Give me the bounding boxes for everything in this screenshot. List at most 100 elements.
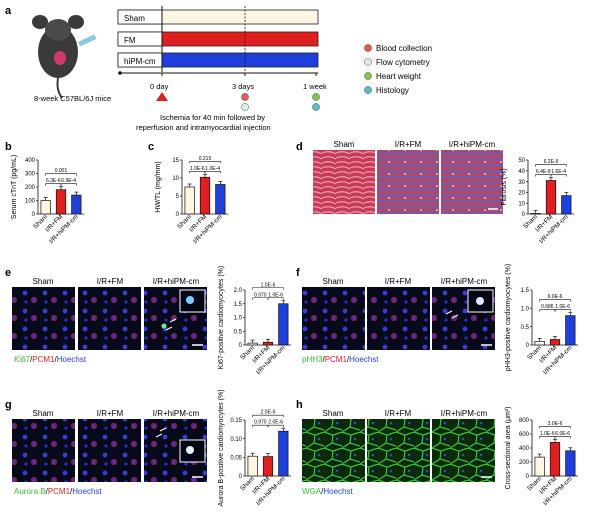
chart-g-pvalue: 0.970 xyxy=(254,420,267,426)
chart-e-sig-bracket xyxy=(252,287,284,290)
chart-c-ytick-label: 10 xyxy=(172,176,179,182)
chart-h-ytick-label: 600 xyxy=(519,432,530,438)
chart-e-pvalue: 1.0E-6 xyxy=(268,292,283,298)
timepoint-0: 0 day xyxy=(150,82,169,91)
chart-h-bar-sham xyxy=(534,456,545,477)
chart-d-ytick-label: 10 xyxy=(518,201,525,207)
timepoint-2: 1 week xyxy=(303,82,327,91)
chart-e-pvalue: 1.0E-6 xyxy=(261,282,276,288)
chart-c-ytick-label: 5 xyxy=(176,194,180,200)
chart-c-ytick-label: 15 xyxy=(172,158,179,164)
chart-h-pvalue: 1.0E-6 xyxy=(540,431,555,437)
chart-d-pvalue: 6.4E-8 xyxy=(536,169,551,175)
panel-f-micrographs xyxy=(302,287,495,350)
panel-e-micrographs xyxy=(12,287,207,350)
panel-a-letter: a xyxy=(5,5,12,17)
group-label-fm: FM xyxy=(124,36,136,45)
legend-blood-collection: Blood collection xyxy=(376,44,432,53)
chart-f-bar-irfm xyxy=(549,339,561,346)
chart-h-ytick-label: 800 xyxy=(519,418,530,424)
chart-h-pvalue: 6.0E-6 xyxy=(555,431,570,437)
chart-f-bar-sham xyxy=(534,340,545,346)
chart-d-sig-bracket xyxy=(535,164,567,167)
chart-b-ytick-label: 0 xyxy=(32,212,36,218)
chart-f-sig-bracket xyxy=(539,299,571,302)
chart-d-ytick-label: 20 xyxy=(518,191,525,197)
chart-c-pvalue: 0.215 xyxy=(199,156,212,162)
chart-c-bar-irhipm xyxy=(215,184,226,215)
chart-g-bar-sham xyxy=(247,455,258,477)
caption-line-2: reperfusion and intramyocardial injectio… xyxy=(136,123,271,132)
chart-c-pvalue: 1.0E-4 xyxy=(205,166,220,172)
panel-c-letter: c xyxy=(148,141,154,153)
chart-g-pvalue: 2.0E-6 xyxy=(268,420,283,426)
mouse-icon xyxy=(32,15,97,99)
legend-histology: Histology xyxy=(376,86,409,95)
g-col-irhipm: I/R+hiPM-cm xyxy=(153,409,200,418)
panel-f-letter: f xyxy=(296,267,300,279)
h-col-irhipm: I/R+hiPM-cm xyxy=(441,409,488,418)
chart-c-bar-irfm xyxy=(199,176,211,215)
group-label-hipm: hiPM-cm xyxy=(124,57,156,66)
chart-c-pvalue: 1.0E-6 xyxy=(190,166,205,172)
chart-d-ylabel: Fibrosis (%) xyxy=(501,168,508,205)
chart-g-pvalue: 2.0E-6 xyxy=(261,410,276,416)
chart-h-ytick-label: 200 xyxy=(519,460,530,466)
chart-h-ytick-label: 0 xyxy=(526,474,530,480)
chart-d-bar-irhipm xyxy=(561,195,572,215)
chart-e-ytick-label: 0 xyxy=(239,343,243,349)
chart-c-sig-bracket xyxy=(204,170,221,174)
chart-g-ytick-label: 0 xyxy=(239,474,243,480)
chart-c-sig-bracket xyxy=(189,160,221,164)
g-col-irfm: I/R+FM xyxy=(97,409,124,418)
chart-b-ytick-label: 200 xyxy=(25,185,36,191)
chart-d-sig-bracket xyxy=(550,174,567,177)
chart-e-ytick-label: 2.0 xyxy=(234,288,243,294)
chart-f-bar-irhipm xyxy=(565,315,576,346)
legend xyxy=(364,44,372,94)
h-col-sham: Sham xyxy=(323,409,344,418)
chart-b-pvalue: 6.9E-4 xyxy=(61,178,76,184)
chart-g-sig-bracket xyxy=(267,424,284,428)
d-col-sham: Sham xyxy=(334,140,355,149)
panel-d-letter: d xyxy=(296,141,303,153)
d-col-irfm: I/R+FM xyxy=(395,140,422,149)
chart-g-ytick-label: 0.10 xyxy=(230,437,242,443)
f-col-irhipm: I/R+hiPM-cm xyxy=(441,277,488,286)
panel-e-letter: e xyxy=(5,267,11,279)
e-col-irfm: I/R+FM xyxy=(97,277,124,286)
timepoint-1: 3 days xyxy=(232,82,254,91)
chart-f-ytick-label: 1.0 xyxy=(521,307,530,313)
chart-d-ytick-label: 30 xyxy=(518,180,525,186)
e-stain-label: Ki67/PCM1/Hoechst xyxy=(14,355,87,364)
chart-g-bar-irhipm xyxy=(278,430,289,477)
d-col-irhipm: I/R+hiPM-cm xyxy=(449,140,496,149)
chart-b-ylabel: Serum cTnT (pg/mL) xyxy=(11,155,18,219)
f-col-sham: Sham xyxy=(323,277,344,286)
chart-g-ytick-label: 0.05 xyxy=(230,456,242,462)
chart-f-ytick-label: 0 xyxy=(526,343,530,349)
chart-b-sig-bracket xyxy=(45,173,77,176)
chart-b-bar-irfm xyxy=(55,189,67,215)
chart-f-pvalue: 1.0E-6 xyxy=(555,304,570,310)
chart-h-ylabel: Cross-sectional area (μm²) xyxy=(505,407,512,490)
chart-h-sig-bracket xyxy=(539,426,571,429)
panel-h-micrographs xyxy=(302,419,495,482)
chart-f-sig-bracket xyxy=(554,309,571,312)
panel-g-micrographs xyxy=(12,419,207,482)
chart-c-ytick-label: 0 xyxy=(176,212,180,218)
chart-e-bar-irfm xyxy=(262,341,274,346)
chart-h-bar-irhipm xyxy=(565,450,576,477)
chart-b-bar-sham xyxy=(40,200,51,215)
chart-h-bar-irfm xyxy=(549,442,561,477)
chart-d-ytick-label: 40 xyxy=(518,169,525,175)
chart-g-sig-bracket xyxy=(252,414,284,418)
chart-e-ytick-label: 0.5 xyxy=(234,329,243,335)
panel-b-letter: b xyxy=(5,141,12,153)
e-col-irhipm: I/R+hiPM-cm xyxy=(153,277,200,286)
chart-h-ytick-label: 400 xyxy=(519,446,530,452)
chart-f-pvalue: 6.0E-6 xyxy=(548,294,563,300)
chart-d-ytick-label: 50 xyxy=(518,158,525,164)
legend-heart-weight: Heart weight xyxy=(376,72,422,81)
